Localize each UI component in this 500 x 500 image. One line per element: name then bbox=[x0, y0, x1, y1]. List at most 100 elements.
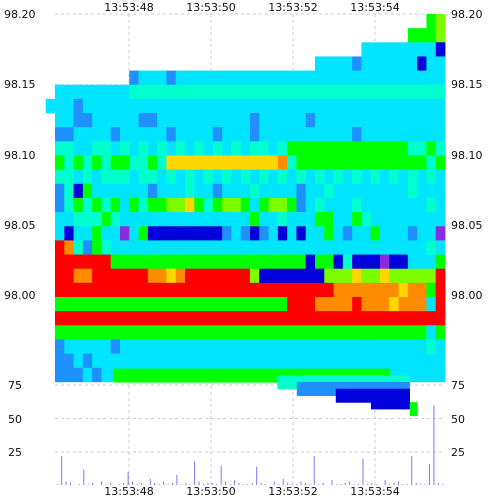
heat-cell bbox=[268, 70, 279, 86]
heat-cell bbox=[324, 197, 334, 213]
heat-cell bbox=[92, 339, 102, 354]
heat-cell bbox=[147, 98, 158, 114]
heat-cell bbox=[435, 353, 446, 369]
heat-cell bbox=[389, 212, 399, 227]
heat-cell bbox=[194, 113, 204, 128]
heat-cell bbox=[175, 155, 186, 170]
heat-cell bbox=[259, 155, 269, 170]
heat-cell bbox=[55, 254, 65, 269]
heat-cell bbox=[296, 268, 307, 284]
heat-cell bbox=[342, 311, 353, 326]
heat-cell bbox=[250, 169, 260, 185]
heat-cell bbox=[426, 240, 437, 255]
heat-cell bbox=[129, 197, 139, 213]
heat-cell bbox=[380, 84, 390, 100]
heat-cell bbox=[147, 155, 158, 170]
heat-cell bbox=[435, 84, 446, 100]
heat-cell bbox=[333, 268, 344, 284]
heat-cell bbox=[380, 42, 390, 57]
heat-cell bbox=[389, 56, 399, 71]
heat-cell bbox=[380, 282, 390, 298]
heat-cell bbox=[268, 155, 279, 170]
heat-cell bbox=[166, 297, 177, 312]
heat-cell bbox=[324, 325, 334, 340]
heat-cell bbox=[361, 169, 372, 185]
heat-cell bbox=[435, 367, 446, 383]
heat-cell bbox=[203, 297, 214, 312]
heat-cell bbox=[398, 254, 409, 269]
heat-cell bbox=[417, 254, 427, 269]
heat-cell bbox=[407, 113, 418, 128]
heat-cell bbox=[82, 254, 93, 269]
heat-cell bbox=[138, 268, 149, 284]
heat-cell bbox=[426, 127, 437, 142]
heat-cell bbox=[324, 311, 334, 326]
heat-cell bbox=[333, 84, 344, 100]
price-tick-right-2: 98.15 bbox=[451, 78, 483, 91]
heat-cell bbox=[352, 282, 362, 298]
heat-cell bbox=[407, 367, 418, 383]
heat-cell bbox=[175, 240, 186, 255]
heat-cell bbox=[73, 141, 84, 156]
heat-cell bbox=[203, 311, 214, 326]
heat-cell bbox=[138, 113, 149, 128]
heat-cell bbox=[435, 141, 446, 156]
heat-cell bbox=[296, 226, 307, 241]
heat-cell bbox=[277, 226, 288, 241]
heat-cell bbox=[64, 169, 74, 185]
heat-cell bbox=[417, 70, 427, 86]
heat-cell bbox=[333, 226, 344, 241]
heat-cell bbox=[240, 98, 251, 114]
heat-cell bbox=[407, 155, 418, 170]
right-volume-axis: 75 50 25 bbox=[451, 379, 465, 459]
heat-cell bbox=[417, 282, 427, 298]
heat-cell bbox=[203, 127, 214, 142]
heat-cell bbox=[110, 268, 121, 284]
heat-cell bbox=[185, 254, 195, 269]
heat-cell bbox=[333, 297, 344, 312]
heat-cell bbox=[110, 127, 121, 142]
heat-cell bbox=[315, 353, 325, 369]
heat-cell bbox=[259, 98, 269, 114]
heat-cell bbox=[175, 169, 186, 185]
heat-cell bbox=[231, 183, 242, 199]
heat-cell bbox=[333, 325, 344, 340]
heat-cell bbox=[417, 297, 427, 312]
heat-cell bbox=[305, 127, 316, 142]
volume-bars bbox=[56, 405, 444, 485]
heat-cell bbox=[296, 84, 307, 100]
heat-cell bbox=[129, 183, 139, 199]
heat-cell bbox=[73, 98, 84, 114]
heat-cell bbox=[315, 183, 325, 199]
heat-cell bbox=[287, 268, 297, 284]
heat-cell bbox=[370, 339, 381, 354]
heat-cell bbox=[55, 240, 65, 255]
heat-cell bbox=[157, 70, 167, 86]
heat-cell bbox=[110, 113, 121, 128]
heat-cell bbox=[73, 226, 84, 241]
heat-cell bbox=[426, 98, 437, 114]
heat-cell bbox=[305, 268, 316, 284]
heat-cell bbox=[324, 282, 334, 298]
heat-cell bbox=[435, 42, 446, 57]
heat-cell bbox=[138, 353, 149, 369]
heat-cell bbox=[166, 113, 177, 128]
heat-cell bbox=[277, 183, 288, 199]
heat-cell bbox=[194, 240, 204, 255]
heat-cell bbox=[259, 84, 269, 100]
heat-cell bbox=[259, 70, 269, 86]
heat-cell bbox=[324, 127, 334, 142]
heat-cell bbox=[268, 311, 279, 326]
heat-cell bbox=[129, 254, 139, 269]
heat-cell bbox=[110, 169, 121, 185]
heat-cell bbox=[389, 353, 399, 369]
heat-cell bbox=[157, 325, 167, 340]
heat-cell bbox=[259, 297, 269, 312]
heat-cell bbox=[324, 297, 334, 312]
heat-cell bbox=[268, 84, 279, 100]
heat-cell bbox=[417, 155, 427, 170]
heat-cell bbox=[185, 84, 195, 100]
heat-cell bbox=[55, 282, 65, 298]
top-x-axis: 13:53:48 13:53:50 13:53:52 13:53:54 bbox=[104, 1, 399, 14]
heat-cell bbox=[268, 268, 279, 284]
